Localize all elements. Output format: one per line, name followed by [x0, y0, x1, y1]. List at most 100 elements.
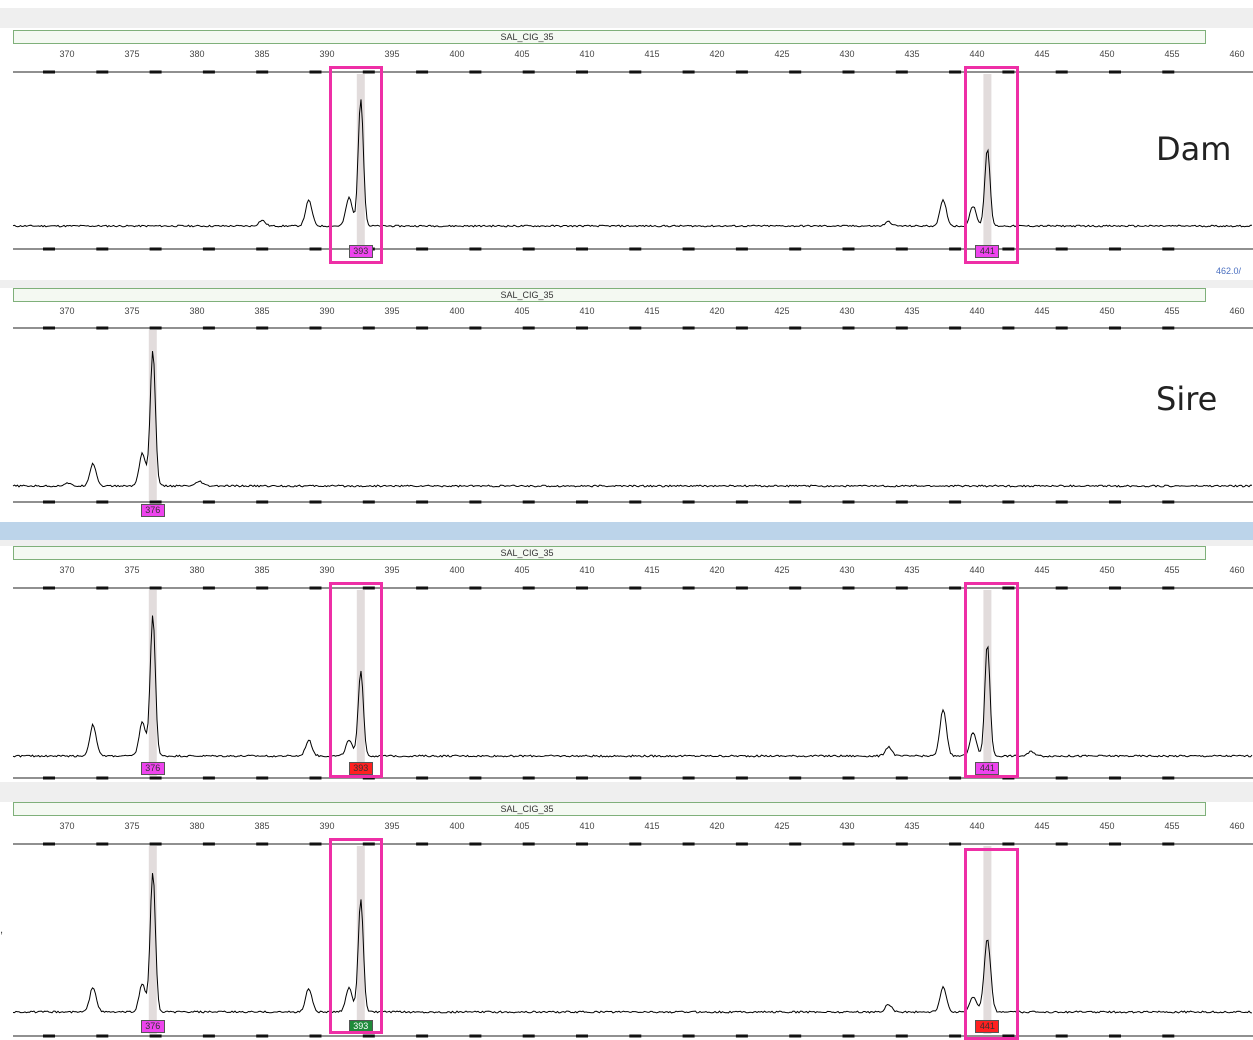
bin-marker: [1055, 326, 1068, 330]
bin-marker: [682, 70, 695, 74]
x-tick-label: 395: [384, 306, 399, 316]
bin-marker: [522, 500, 535, 504]
bin-marker: [362, 500, 375, 504]
selected-row-separator[interactable]: [0, 522, 1253, 540]
bin-marker: [43, 776, 55, 780]
panel-header: [0, 782, 1253, 802]
x-tick-label: 390: [319, 821, 334, 831]
bin-marker: [949, 842, 962, 846]
bin-marker: [1162, 776, 1175, 780]
bin-marker: [895, 500, 908, 504]
bin-marker: [949, 586, 962, 590]
x-tick-label: 405: [514, 821, 529, 831]
bin-marker: [682, 776, 695, 780]
allele-call-tag[interactable]: 376: [140, 504, 165, 517]
x-tick-label: 405: [514, 565, 529, 575]
bin-marker: [362, 1034, 375, 1038]
bin-marker: [309, 586, 322, 590]
bin-marker: [469, 842, 482, 846]
bin-marker: [202, 842, 215, 846]
bin-marker: [522, 1034, 535, 1038]
signal-trace: [12, 873, 1253, 1014]
allele-call-tag[interactable]: 441: [975, 1020, 1000, 1033]
bin-marker: [576, 247, 588, 251]
x-tick-label: 410: [579, 821, 594, 831]
bin-marker: [522, 776, 535, 780]
bin-marker: [309, 842, 322, 846]
bin-marker: [949, 70, 962, 74]
x-tick-label: 415: [644, 821, 659, 831]
bin-marker: [149, 326, 162, 330]
sample-label-dam: Dam: [1156, 130, 1232, 168]
bin-marker: [895, 1034, 908, 1038]
bin-marker: [522, 586, 535, 590]
x-tick-label: 450: [1099, 49, 1114, 59]
edge-mark: ,: [0, 924, 4, 936]
bin-marker: [682, 586, 695, 590]
trace-plot[interactable]: 370 375 380 385 390 395 400 405 410 415 420 425 430 4…: [0, 44, 1253, 264]
allele-call-tag[interactable]: 441: [975, 762, 1000, 775]
trace-plot[interactable]: 370 375 380 385 390 395 400 405 410 415 420 425 430 4…: [0, 302, 1253, 520]
bin-marker: [416, 247, 429, 251]
bin-marker: [1055, 586, 1068, 590]
top-strip: [0, 0, 1253, 8]
bin-marker: [96, 247, 109, 251]
bin-marker: [576, 586, 588, 590]
bin-marker: [735, 586, 748, 590]
bin-marker: [735, 70, 748, 74]
bin-marker: [1002, 500, 1015, 504]
x-tick-label: 445: [1034, 49, 1049, 59]
x-tick-label: 405: [514, 49, 529, 59]
allele-call-tag[interactable]: 376: [140, 1020, 165, 1033]
bin-marker: [895, 326, 908, 330]
allele-bin: [148, 590, 157, 776]
allele-bin: [148, 330, 157, 500]
x-tick-label: 450: [1099, 821, 1114, 831]
x-tick-label: 400: [449, 821, 464, 831]
locus-bar[interactable]: SAL_CIG_35: [13, 30, 1206, 44]
bin-marker: [1162, 326, 1175, 330]
trace-plot[interactable]: 370 375 380 385 390 395 400 405 410 415 420 425 430 4…: [0, 560, 1253, 780]
x-tick-label: 390: [319, 565, 334, 575]
bin-marker: [309, 1034, 322, 1038]
x-tick-label: 385: [254, 49, 269, 59]
allele-call-tag[interactable]: 393: [348, 245, 373, 258]
bin-marker: [96, 842, 109, 846]
bin-marker: [202, 500, 215, 504]
bin-marker: [43, 1034, 55, 1038]
bin-marker: [895, 776, 908, 780]
bin-marker: [469, 1034, 482, 1038]
bin-marker: [309, 247, 322, 251]
bin-marker: [416, 326, 429, 330]
bin-marker: [202, 247, 215, 251]
signal-trace: [12, 351, 1253, 488]
allele-call-tag[interactable]: 393: [348, 762, 373, 775]
bin-marker: [1002, 247, 1015, 251]
bin-marker: [735, 500, 748, 504]
allele-call-tag[interactable]: 441: [975, 245, 1000, 258]
x-tick-label: 440: [969, 565, 984, 575]
allele-call-tag[interactable]: 376: [140, 762, 165, 775]
bin-marker: [682, 326, 695, 330]
bin-marker: [43, 500, 55, 504]
locus-bar[interactable]: SAL_CIG_35: [13, 802, 1206, 816]
signal-trace: [12, 99, 1252, 228]
x-tick-label: 455: [1164, 49, 1179, 59]
bin-marker: [1002, 776, 1015, 780]
x-tick-label: 420: [709, 306, 724, 316]
x-tick-label: 430: [839, 565, 854, 575]
signal-trace: [12, 615, 1253, 758]
bin-marker: [735, 247, 748, 251]
trace-plot[interactable]: 370 375 380 385 390 395 400 405 410 415 420 425 430 4…: [0, 816, 1253, 1040]
bin-marker: [576, 70, 588, 74]
locus-bar[interactable]: SAL_CIG_35: [13, 288, 1206, 302]
x-tick-label: 370: [59, 821, 74, 831]
bin-marker: [682, 842, 695, 846]
bin-marker: [1055, 776, 1068, 780]
bin-marker: [629, 586, 642, 590]
locus-bar[interactable]: SAL_CIG_35: [13, 546, 1206, 560]
x-tick-label: 440: [969, 49, 984, 59]
bin-marker: [309, 70, 322, 74]
x-tick-label: 420: [709, 565, 724, 575]
x-tick-label: 425: [774, 565, 789, 575]
